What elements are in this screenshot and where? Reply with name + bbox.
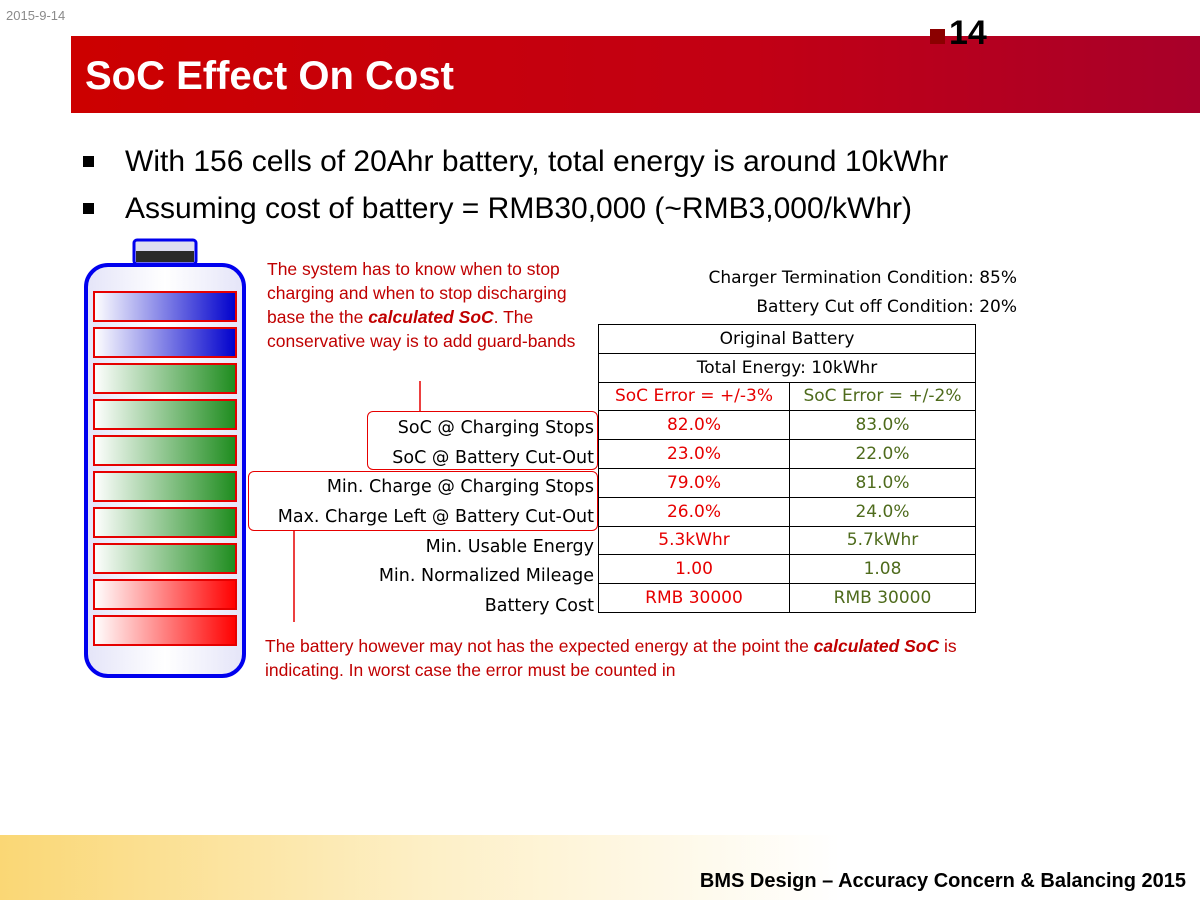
soc-table: Original Battery Total Energy: 10kWhr So… <box>598 324 976 613</box>
table-cell: 5.3kWhr <box>598 525 790 556</box>
row-label: SoC @ Charging Stops <box>397 418 594 438</box>
table-cell: 83.0% <box>789 410 976 441</box>
battery-terminal-inner <box>136 251 194 262</box>
page-number: 14 <box>930 14 987 53</box>
date-label: 2015-9-14 <box>6 8 66 23</box>
bullet-text: With 156 cells of 20Ahr battery, total e… <box>125 144 949 178</box>
battery-cell-blue <box>93 327 237 358</box>
top-annotation: The system has to know when to stop char… <box>267 257 587 353</box>
row-label: Min. Usable Energy <box>425 536 594 557</box>
table-cell: 23.0% <box>598 439 790 469</box>
table-row: RMB 30000 RMB 30000 <box>598 583 976 613</box>
battery-illustration <box>84 238 246 678</box>
note-text: The battery however may not has the expe… <box>265 636 814 656</box>
row-label: Min. Charge @ Charging Stops <box>326 477 594 498</box>
bullet-item: Assuming cost of battery = RMB30,000 (~R… <box>78 185 948 232</box>
page-title: SoC Effect On Cost <box>85 54 454 98</box>
battery-cell-green <box>93 471 237 502</box>
battery-cell-green <box>93 543 237 574</box>
bullet-list: With 156 cells of 20Ahr battery, total e… <box>78 138 948 232</box>
table-cell: RMB 30000 <box>789 583 976 613</box>
charger-condition: Charger Termination Condition: 85% <box>708 268 1017 288</box>
row-label: Battery Cost <box>484 596 594 617</box>
footer: BMS Design – Accuracy Concern & Balancin… <box>0 835 1200 900</box>
table-header: Original Battery <box>598 324 976 354</box>
table-cell: 5.7kWhr <box>789 525 976 556</box>
table-cell: 81.0% <box>789 467 976 498</box>
bullet-item: With 156 cells of 20Ahr battery, total e… <box>78 138 948 185</box>
bottom-annotation: The battery however may not has the expe… <box>265 634 965 682</box>
note-text: The system has to know when to stop char… <box>267 259 567 327</box>
table-cell: 22.0% <box>789 439 976 469</box>
table-row: 1.00 1.08 <box>598 554 976 585</box>
battery-cell-green <box>93 363 237 394</box>
table-cell: 79.0% <box>598 467 790 498</box>
square-bullet-icon <box>930 29 945 44</box>
table-cell: RMB 30000 <box>598 583 790 613</box>
bullet-text: Assuming cost of battery = RMB30,000 (~R… <box>125 191 912 225</box>
column-header: SoC Error = +/-3% <box>598 381 790 412</box>
battery-cell-red <box>93 579 237 610</box>
page-number-text: 14 <box>949 14 987 52</box>
row-label: Max. Charge Left @ Battery Cut-Out <box>277 507 594 528</box>
row-label: SoC @ Battery Cut-Out <box>392 447 594 468</box>
note-text: . The conservative way is to add guard-b… <box>267 307 576 351</box>
battery-cell-blue <box>93 291 237 322</box>
row-label: Min. Normalized Mileage <box>378 566 594 587</box>
table-cell: 24.0% <box>789 496 976 527</box>
table-row: 23.0% 22.0% <box>598 439 976 469</box>
battery-cell-red <box>93 615 237 646</box>
table-row: 5.3kWhr 5.7kWhr <box>598 525 976 556</box>
table-row: 82.0% 83.0% <box>598 410 976 441</box>
footer-text: BMS Design – Accuracy Concern & Balancin… <box>699 870 1186 892</box>
battery-cells <box>93 291 237 646</box>
note-text: is indicating. In worst case the error m… <box>265 636 957 680</box>
table-cell: 1.08 <box>789 554 976 585</box>
battery-cell-green <box>93 507 237 538</box>
highlight-box-charge <box>248 471 598 531</box>
table-subheader: Total Energy: 10kWhr <box>598 352 976 383</box>
table-row: 79.0% 81.0% <box>598 467 976 498</box>
table-cell: 1.00 <box>598 554 790 585</box>
row-labels: SoC @ Charging Stops SoC @ Battery Cut-O… <box>278 414 594 622</box>
note-emphasis: calculated SoC <box>813 636 940 656</box>
cutoff-condition: Battery Cut off Condition: 20% <box>756 297 1017 317</box>
title-bar: SoC Effect On Cost <box>71 36 1200 113</box>
square-bullet-icon <box>83 156 94 167</box>
note-emphasis: calculated SoC <box>368 307 494 327</box>
column-header: SoC Error = +/-2% <box>789 381 976 412</box>
table-row: 26.0% 24.0% <box>598 496 976 527</box>
table-cell: 82.0% <box>598 410 790 441</box>
square-bullet-icon <box>83 203 94 214</box>
highlight-box-soc <box>367 411 598 470</box>
table-cell: 26.0% <box>598 496 790 527</box>
battery-cell-green <box>93 399 237 430</box>
battery-cell-green <box>93 435 237 466</box>
